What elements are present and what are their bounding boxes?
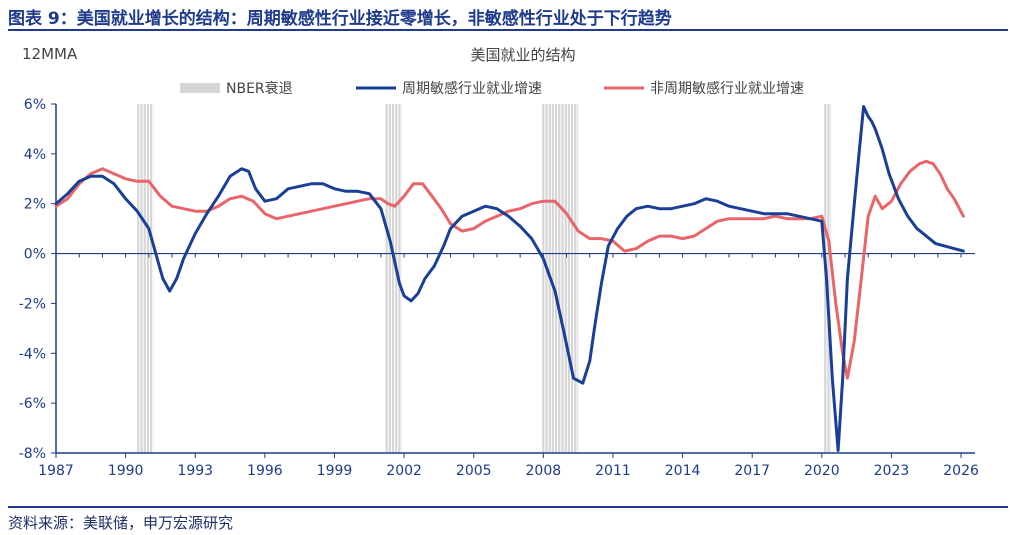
chart: 6% 4% 2% 0% -2% -4% -6% -8% 1987 1990 1993 1996 199… (19, 45, 979, 479)
series-line-noncyclical (54, 159, 965, 380)
x-tick-label: 1993 (177, 463, 213, 479)
y-tick-label: -6% (19, 396, 46, 412)
y-tick-label: 4% (24, 147, 46, 163)
x-axis: 1987 1990 1993 1996 1999 2002 2005 2008 2011 2014… (38, 252, 979, 479)
series-line-cyclical (54, 105, 965, 452)
x-tick-label: 1996 (247, 463, 283, 479)
legend: NBER衰退 周期敏感行业就业增速 非周期敏感行业就业增速 (180, 80, 804, 97)
x-tick-label: 1990 (108, 463, 144, 479)
legend-item-cyclical: 周期敏感行业就业增速 (356, 80, 542, 97)
y-tick-label: 0% (24, 247, 46, 263)
x-tick-label: 2008 (526, 463, 562, 479)
y-tick-label: -4% (19, 346, 46, 362)
source-note: 资料来源：美联储，申万宏源研究 (8, 514, 234, 532)
y-tick-label: 6% (24, 97, 46, 113)
series-lines (54, 105, 965, 452)
x-tick-label: 2014 (665, 463, 701, 479)
x-tick-label: 2017 (734, 463, 770, 479)
x-tick-label: 2020 (804, 463, 840, 479)
x-tick-label: 1987 (38, 463, 74, 479)
legend-label: 周期敏感行业就业增速 (402, 80, 542, 97)
chart-title: 美国就业的结构 (470, 46, 575, 64)
x-tick-label: 2026 (943, 463, 979, 479)
y-tick-label: 2% (24, 197, 46, 213)
x-tick-label: 2011 (595, 463, 631, 479)
y-tick-label: -8% (19, 446, 46, 462)
legend-item-recession: NBER衰退 (180, 80, 293, 97)
legend-item-noncyclical: 非周期敏感行业就业增速 (604, 80, 804, 97)
x-tick-label: 2005 (456, 463, 492, 479)
recession-band (137, 104, 154, 453)
legend-label: 非周期敏感行业就业增速 (650, 80, 804, 97)
recession-band (542, 104, 579, 453)
x-tick-label: 2002 (386, 463, 422, 479)
x-tick-label: 2023 (874, 463, 910, 479)
recession-bands (137, 104, 832, 453)
title-rule (8, 29, 1008, 31)
y-axis: 6% 4% 2% 0% -2% -4% -6% -8% (19, 97, 57, 462)
unit-label: 12MMA (22, 45, 78, 63)
legend-label: NBER衰退 (226, 80, 293, 97)
y-tick-label: -2% (19, 296, 46, 312)
figure-title: 图表 9：美国就业增长的结构：周期敏感性行业接近零增长，非敏感性行业处于下行趋势 (8, 9, 672, 29)
x-tick-label: 1999 (317, 463, 353, 479)
source-rule (8, 506, 1008, 508)
